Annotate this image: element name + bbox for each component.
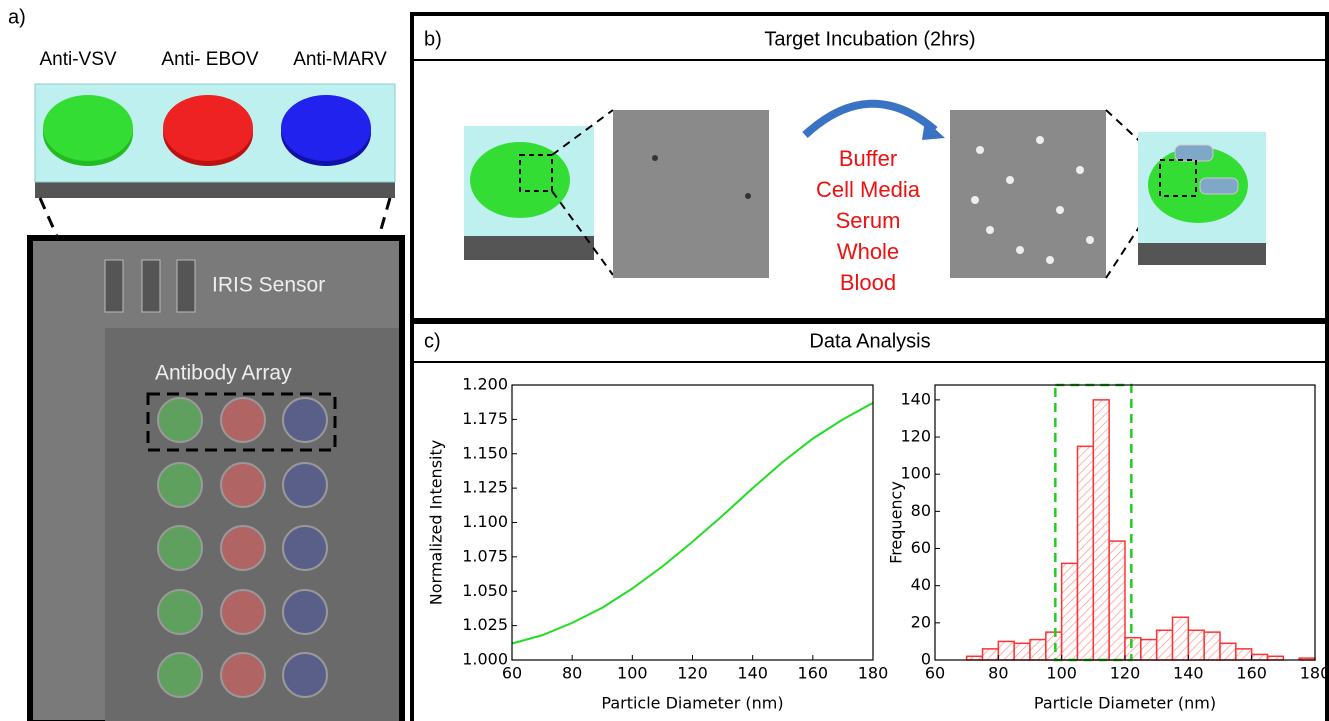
array-box [146, 392, 337, 452]
histogram-bar [1203, 631, 1221, 661]
y-tick-label: 100 [900, 464, 931, 483]
spot [220, 652, 266, 698]
spot [157, 397, 203, 443]
y-tick-label: 40 [911, 575, 931, 594]
panel-label: a) [8, 6, 26, 28]
x-tick-label: 180 [858, 664, 889, 683]
x-tick-label: 140 [737, 664, 768, 683]
x-axis-label: Particle Diameter (nm) [1034, 694, 1216, 713]
y-axis-label: Frequency [887, 481, 906, 564]
y-tick-label: 140 [900, 389, 931, 408]
spot [220, 589, 266, 635]
histogram-bar [1045, 631, 1063, 661]
spot [220, 525, 266, 571]
y-tick-label: 1.175 [462, 409, 508, 428]
y-tick-label: 1.200 [462, 375, 508, 394]
antibody-label: Anti-VSV [39, 49, 116, 70]
plot-frame [511, 384, 874, 661]
media-label: Buffer [839, 146, 897, 171]
media-label: Cell Media [816, 177, 921, 202]
y-tick-label: 80 [911, 501, 931, 520]
x-tick-label: 60 [502, 664, 522, 683]
histogram-bar [1250, 653, 1269, 661]
spot [282, 462, 328, 508]
panel-label: b) [424, 28, 442, 50]
sensor-image [27, 235, 405, 721]
y-axis-label: Normalized Intensity [427, 440, 446, 605]
y-tick-label: 1.125 [462, 478, 508, 497]
histogram-bar [1029, 638, 1047, 661]
histogram-bar [1235, 648, 1253, 661]
histogram-bar [1171, 616, 1190, 661]
x-tick-label: 100 [1046, 664, 1077, 683]
array-label: Antibody Array [155, 362, 292, 385]
spot [220, 462, 266, 508]
spot [157, 652, 203, 698]
panel-title: Data Analysis [809, 330, 930, 352]
histogram-bar [1013, 642, 1031, 661]
sensor-label: IRIS Sensor [212, 274, 325, 297]
media-list: Buffer Cell Media Serum Whole Blood [816, 146, 921, 295]
x-tick-label: 160 [1236, 664, 1267, 683]
histogram-bar [1108, 540, 1126, 661]
x-tick-label: 140 [1173, 664, 1204, 683]
spot [282, 589, 328, 635]
line-series [511, 401, 874, 645]
media-label: Serum [836, 208, 901, 233]
y-tick-label: 120 [900, 427, 931, 446]
x-axis-label: Particle Diameter (nm) [601, 694, 783, 713]
y-tick-label: 1.025 [462, 615, 508, 634]
x-tick-label: 80 [562, 664, 582, 683]
panel-label: c) [424, 330, 441, 352]
x-tick-label: 160 [798, 664, 829, 683]
x-tick-label: 120 [1110, 664, 1141, 683]
media-label: Whole [837, 239, 899, 264]
antibody-label: Anti- EBOV [161, 49, 258, 70]
media-label: Blood [840, 270, 896, 295]
histogram-bar [1076, 445, 1095, 661]
histogram-bar [1092, 399, 1110, 661]
incubation-diagram [464, 99, 1266, 279]
spot [220, 397, 266, 443]
y-tick-label: 0 [921, 650, 931, 669]
panel-title: Target Incubation (2hrs) [764, 28, 975, 50]
charts: 60 80 100 120 140 160 180 1.000 1.025 1.050 1.075 1… [427, 375, 1329, 713]
chip-diagram [34, 83, 396, 198]
histogram-bar [997, 640, 1015, 661]
spot [157, 525, 203, 571]
y-tick-label: 1.050 [462, 581, 508, 600]
x-tick-label: 100 [617, 664, 648, 683]
x-tick-label: 60 [925, 664, 945, 683]
spot [157, 589, 203, 635]
histogram-bar [981, 648, 1000, 661]
y-tick-label: 60 [911, 538, 931, 557]
histogram-bar [1187, 629, 1205, 661]
y-tick-label: 1.000 [462, 650, 508, 669]
y-tick-label: 20 [911, 612, 931, 631]
histogram-bar [1140, 638, 1158, 661]
panel-frame [410, 320, 1329, 721]
x-tick-label: 80 [988, 664, 1008, 683]
spot [282, 397, 328, 443]
antibody-label: Anti-MARV [293, 49, 387, 70]
x-tick-label: 120 [677, 664, 708, 683]
y-tick-label: 1.150 [462, 443, 508, 462]
y-tick-label: 1.075 [462, 546, 508, 565]
spot [282, 652, 328, 698]
spot [282, 525, 328, 571]
y-tick-label: 1.100 [462, 512, 508, 531]
histogram-bar [1124, 636, 1142, 661]
spot-array [157, 397, 328, 698]
histogram-bar [1219, 642, 1237, 661]
histogram-bar [1155, 629, 1174, 661]
x-tick-label: 180 [1300, 664, 1329, 683]
histogram-bar [1060, 562, 1079, 661]
spot [157, 462, 203, 508]
